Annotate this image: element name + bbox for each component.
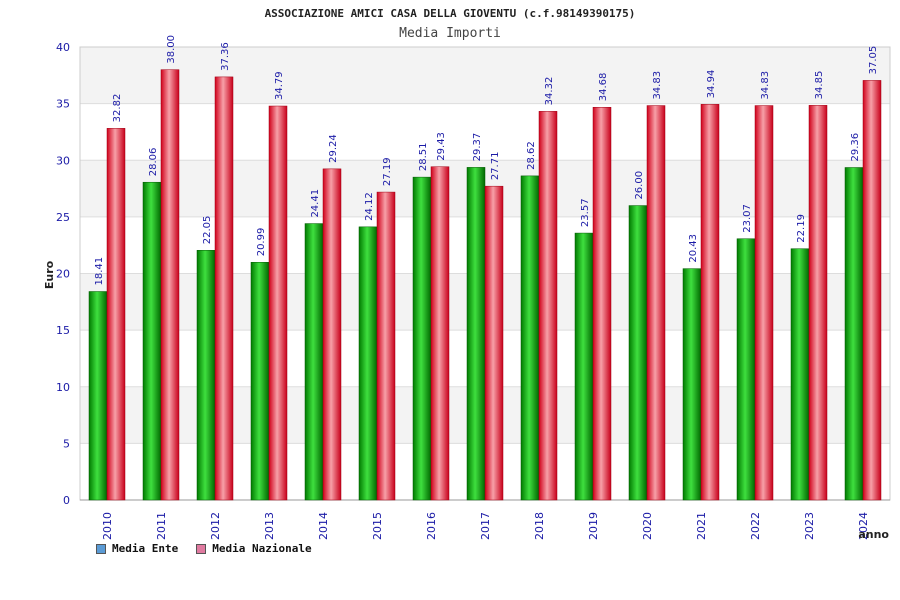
y-tick-label: 25 [56, 211, 70, 224]
x-tick-label: 2022 [749, 512, 762, 540]
bar-media-ente [736, 238, 756, 501]
bar-media-nazionale [700, 104, 720, 501]
data-label-media-ente: 29.37 [472, 133, 483, 162]
data-label-media-ente: 24.41 [310, 189, 321, 218]
bar-media-ente [304, 223, 324, 501]
x-tick-label: 2015 [371, 512, 384, 540]
bar-media-nazionale [160, 69, 180, 501]
data-label-media-nazionale: 34.32 [544, 77, 555, 106]
bar-media-nazionale [592, 106, 612, 501]
data-label-media-ente: 29.36 [850, 133, 861, 162]
x-tick-label: 2011 [155, 512, 168, 540]
legend-item-media-ente: Media Ente [96, 542, 178, 555]
x-tick-label: 2014 [317, 512, 330, 540]
data-label-media-ente: 26.00 [634, 171, 645, 200]
x-axis-label: anno [858, 528, 889, 541]
bar-media-nazionale [862, 80, 882, 501]
x-tick-label: 2017 [479, 512, 492, 540]
plot-area: 0 5 10 15 20 25 30 35 40 18.41 32.82 2010 28.06 38.00… [56, 35, 891, 540]
data-label-media-ente: 28.62 [526, 141, 537, 170]
bar-media-ente [628, 205, 648, 501]
bar-media-ente [844, 167, 864, 501]
legend-label-media-nazionale: Media Nazionale [212, 542, 312, 555]
bar-media-nazionale [484, 185, 504, 501]
x-tick-label: 2020 [641, 512, 654, 540]
x-tick-label: 2019 [587, 512, 600, 540]
data-label-media-nazionale: 34.94 [706, 70, 717, 99]
data-label-media-nazionale: 34.83 [652, 71, 663, 100]
legend-item-media-nazionale: Media Nazionale [196, 542, 312, 555]
data-label-media-nazionale: 38.00 [166, 35, 177, 64]
data-label-media-ente: 23.07 [742, 204, 753, 233]
bar-media-ente [142, 181, 162, 501]
x-tick-label: 2023 [803, 512, 816, 540]
data-label-media-nazionale: 34.79 [274, 71, 285, 100]
data-label-media-ente: 22.05 [202, 216, 213, 245]
bar-media-ente [250, 262, 270, 501]
legend-label-media-ente: Media Ente [112, 542, 179, 555]
x-tick-label: 2012 [209, 512, 222, 540]
data-label-media-ente: 28.06 [148, 148, 159, 177]
chart-title: ASSOCIAZIONE AMICI CASA DELLA GIOVENTU (… [265, 7, 636, 20]
y-axis-label: Euro [43, 260, 56, 289]
y-tick-label: 35 [56, 98, 70, 111]
data-label-media-ente: 20.99 [256, 228, 267, 257]
bar-media-ente [196, 250, 216, 501]
bar-media-nazionale [376, 191, 396, 501]
data-label-media-nazionale: 29.24 [328, 134, 339, 163]
data-label-media-nazionale: 34.83 [760, 71, 771, 100]
bar-media-ente [466, 167, 486, 501]
bar-media-ente [574, 232, 594, 501]
data-label-media-nazionale: 29.43 [436, 132, 447, 161]
x-tick-label: 2016 [425, 512, 438, 540]
y-tick-label: 20 [56, 268, 70, 281]
data-label-media-nazionale: 27.71 [490, 152, 501, 181]
bar-media-nazionale [322, 168, 342, 501]
data-label-media-ente: 22.19 [796, 214, 807, 243]
bar-media-ente [88, 291, 108, 501]
data-label-media-nazionale: 37.05 [868, 46, 879, 75]
bar-media-ente [412, 176, 432, 501]
y-tick-label: 5 [63, 437, 70, 450]
data-label-media-nazionale: 27.19 [382, 157, 393, 186]
bar-media-nazionale [538, 111, 558, 501]
bar-media-ente [790, 248, 810, 501]
legend-swatch-media-ente [96, 543, 106, 554]
bar-media-nazionale [754, 105, 774, 501]
data-label-media-ente: 18.41 [94, 257, 105, 286]
data-label-media-ente: 20.43 [688, 234, 699, 263]
bar-media-nazionale [214, 76, 234, 501]
y-tick-label: 15 [56, 324, 70, 337]
x-tick-label: 2021 [695, 512, 708, 540]
x-tick-label: 2018 [533, 512, 546, 540]
bar-media-ente [520, 175, 540, 501]
data-label-media-ente: 24.12 [364, 192, 375, 221]
data-label-media-nazionale: 32.82 [112, 94, 123, 123]
bar-media-nazionale [808, 105, 828, 501]
data-label-media-ente: 23.57 [580, 198, 591, 227]
chart-subtitle: Media Importi [399, 26, 501, 41]
bar-media-nazionale [106, 128, 126, 501]
data-label-media-nazionale: 34.68 [598, 73, 609, 102]
y-tick-label: 30 [56, 154, 70, 167]
bar-media-nazionale [646, 105, 666, 501]
bar-media-ente [682, 268, 702, 501]
legend: Media Ente Media Nazionale [96, 542, 312, 555]
y-tick-label: 10 [56, 381, 70, 394]
x-tick-label: 2010 [101, 512, 114, 540]
x-tick-label: 2024 [857, 512, 870, 540]
bar-media-nazionale [430, 166, 450, 501]
bar-media-ente [358, 226, 378, 501]
data-label-media-nazionale: 34.85 [814, 71, 825, 100]
x-tick-label: 2013 [263, 512, 276, 540]
data-label-media-ente: 28.51 [418, 142, 429, 171]
data-label-media-nazionale: 37.36 [220, 42, 231, 71]
y-tick-label: 40 [56, 41, 70, 54]
bar-media-nazionale [268, 105, 288, 501]
legend-swatch-media-nazionale [196, 543, 207, 554]
y-tick-label: 0 [63, 494, 70, 507]
